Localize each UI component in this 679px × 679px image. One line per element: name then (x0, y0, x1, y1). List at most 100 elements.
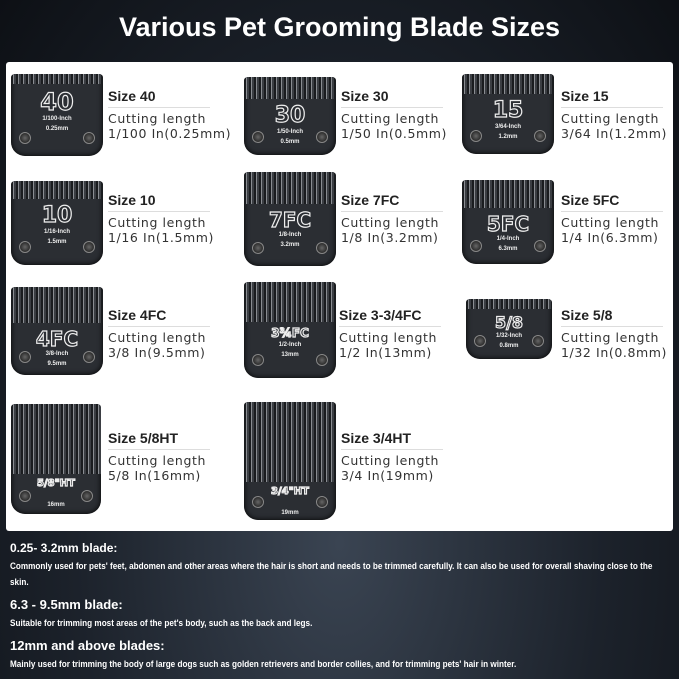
blade-size: Size 15 (561, 88, 663, 108)
cutting-length-label: Cutting length (341, 453, 439, 468)
cutting-length-label: Cutting length (339, 330, 437, 345)
blade-image: 3¾FC 1/2-Inch 13mm (244, 282, 336, 378)
blade-mark: 15 (492, 97, 524, 123)
blade-inch: 1/16-Inch (43, 229, 70, 235)
note-heading: 0.25- 3.2mm blade: (10, 541, 118, 555)
screw-icon (19, 132, 31, 144)
screw-icon (316, 242, 328, 254)
screw-icon (83, 241, 95, 253)
blade-teeth (466, 299, 552, 309)
screw-icon (534, 240, 546, 252)
blade-mark: 7FC (268, 207, 312, 232)
screw-icon (83, 132, 95, 144)
cutting-length-value: 3/4 In(19mm) (341, 468, 434, 483)
cutting-length-label: Cutting length (341, 215, 439, 230)
blade-size: Size 5/8HT (108, 430, 210, 450)
blade-mark: 40 (40, 87, 75, 116)
blade-teeth (462, 180, 554, 208)
screw-icon (252, 496, 264, 508)
screw-icon (19, 490, 31, 502)
blade-panel: 40 1/100-Inch 0.25mm Size 40 Cutting len… (6, 62, 673, 531)
cutting-length-value: 5/8 In(16mm) (108, 468, 201, 483)
blade-info: Size 30 Cutting length 1/50 In(0.5mm) (341, 88, 447, 141)
cutting-length-label: Cutting length (108, 330, 206, 345)
blade-mark: 3¾FC (271, 325, 310, 340)
blade-size: Size 4FC (108, 307, 210, 327)
blade-info: Size 5/8HT Cutting length 5/8 In(16mm) (108, 430, 210, 483)
blade-image: 30 1/50-Inch 0.5mm (244, 77, 336, 155)
cutting-length-label: Cutting length (108, 215, 206, 230)
blade-image: 3/4"HT 19mm (244, 402, 336, 520)
screw-icon (532, 335, 544, 347)
cutting-length-label: Cutting length (561, 215, 659, 230)
screw-icon (252, 354, 264, 366)
note-text: Suitable for trimming most areas of the … (10, 618, 313, 629)
blade-mm: 19mm (281, 510, 299, 516)
blade-image: 15 3/64-Inch 1.2mm (462, 74, 554, 154)
blade-mark: 30 (274, 102, 306, 128)
blade-teeth (244, 282, 336, 322)
blade-info: Size 5/8 Cutting length 1/32 In(0.8mm) (561, 307, 667, 360)
page-title: Various Pet Grooming Blade Sizes (118, 12, 561, 42)
blade-image: 10 1/16-Inch 1.5mm (11, 181, 103, 265)
blade-inch: 1/2-Inch (278, 342, 302, 348)
screw-icon (19, 351, 31, 363)
blade-image: 40 1/100-Inch 0.25mm (11, 74, 103, 156)
blade-mm: 3.2mm (280, 242, 300, 248)
blade-inch: 1/50-Inch (276, 129, 303, 135)
note-text: Mainly used for trimming the body of lar… (10, 659, 517, 670)
note-heading: 6.3 - 9.5mm blade: (10, 597, 123, 612)
blade-info: Size 5FC Cutting length 1/4 In(6.3mm) (561, 192, 663, 245)
blade-mm: 9.5mm (47, 361, 67, 367)
blade-info: Size 40 Cutting length 1/100 In(0.25mm) (108, 88, 231, 141)
screw-icon (83, 351, 95, 363)
cutting-length-value: 3/64 In(1.2mm) (561, 126, 668, 141)
cutting-length-value: 1/50 In(0.5mm) (341, 126, 448, 141)
usage-notes: 0.25- 3.2mm blade: Commonly used for pet… (10, 541, 675, 679)
note-heading: 12mm and above blades: (10, 638, 165, 653)
blade-size: Size 5/8 (561, 307, 663, 327)
blade-info: Size 3-3/4FC Cutting length 1/2 In(13mm) (339, 307, 441, 360)
blade-mark: 10 (41, 202, 73, 228)
blade-teeth (244, 402, 336, 482)
blade-image: 4FC 3/8-Inch 9.5mm (11, 287, 103, 375)
blade-size: Size 5FC (561, 192, 663, 212)
blade-inch: 3/64-Inch (494, 124, 521, 130)
blade-inch: 3/8-Inch (45, 351, 69, 357)
cutting-length-label: Cutting length (108, 111, 206, 126)
cutting-length-label: Cutting length (341, 111, 439, 126)
note-text: Commonly used for pets' feet, abdomen an… (10, 561, 653, 588)
blade-teeth (11, 404, 101, 474)
blade-inch: 1/100-Inch (42, 116, 72, 122)
blade-info: Size 15 Cutting length 3/64 In(1.2mm) (561, 88, 667, 141)
blade-mm: 6.3mm (498, 246, 518, 252)
cutting-length-value: 1/4 In(6.3mm) (561, 230, 659, 245)
blade-image: 7FC 1/8-Inch 3.2mm (244, 172, 336, 266)
blade-teeth (462, 74, 554, 94)
blade-image: 5/8 1/32-Inch 0.8mm (466, 299, 552, 359)
blade-teeth (11, 74, 103, 84)
cutting-length-label: Cutting length (561, 111, 659, 126)
cutting-length-value: 1/2 In(13mm) (339, 345, 432, 360)
screw-icon (316, 354, 328, 366)
screw-icon (252, 131, 264, 143)
blade-teeth (244, 77, 336, 99)
blade-info: Size 3/4HT Cutting length 3/4 In(19mm) (341, 430, 443, 483)
cutting-length-value: 1/16 In(1.5mm) (108, 230, 215, 245)
screw-icon (534, 130, 546, 142)
blade-mm: 1.5mm (47, 239, 67, 245)
blade-mm: 0.25mm (45, 126, 69, 132)
screw-icon (470, 240, 482, 252)
blade-teeth (244, 172, 336, 204)
blade-size: Size 40 (108, 88, 210, 108)
blade-info: Size 4FC Cutting length 3/8 In(9.5mm) (108, 307, 210, 360)
blade-mark: 3/4"HT (270, 485, 309, 497)
blade-mark: 5/8"HT (36, 477, 75, 489)
blade-mark: 5FC (486, 211, 530, 236)
blade-size: Size 10 (108, 192, 210, 212)
blade-info: Size 7FC Cutting length 1/8 In(3.2mm) (341, 192, 443, 245)
cutting-length-value: 1/8 In(3.2mm) (341, 230, 439, 245)
screw-icon (252, 242, 264, 254)
blade-size: Size 30 (341, 88, 443, 108)
screw-icon (316, 496, 328, 508)
